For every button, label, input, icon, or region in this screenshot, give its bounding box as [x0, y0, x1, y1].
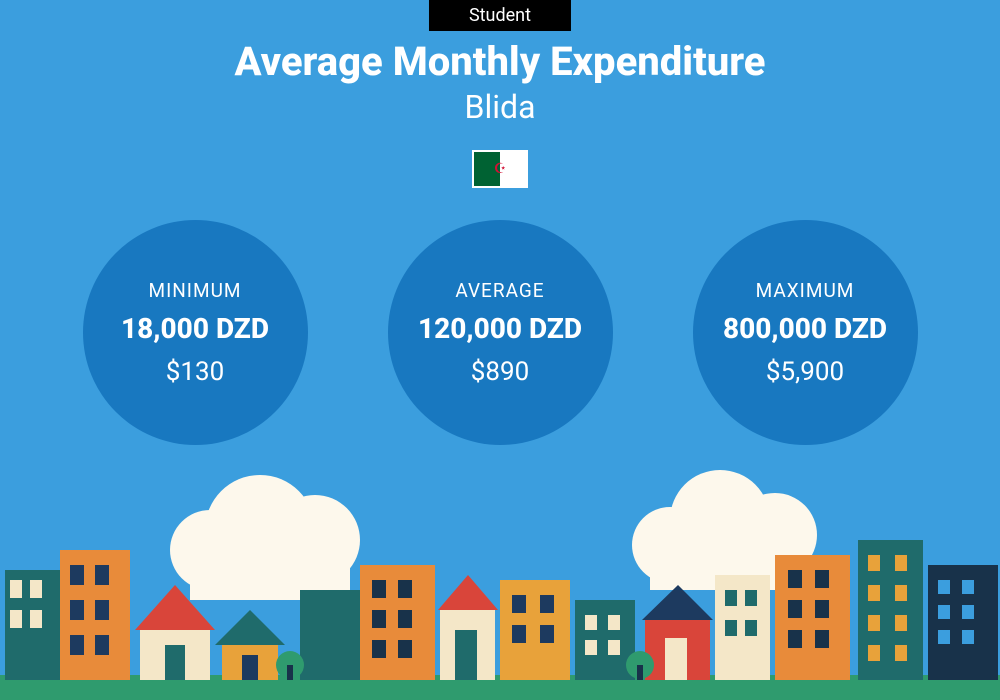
- city-name: Blida: [0, 88, 1000, 126]
- stat-maximum: MAXIMUM 800,000 DZD $5,900: [693, 220, 918, 445]
- stat-label: MAXIMUM: [756, 279, 855, 302]
- stat-amount: 800,000 DZD: [723, 312, 887, 345]
- flag-emblem: ☪: [494, 162, 507, 176]
- stat-usd: $5,900: [766, 357, 844, 387]
- page-title: Average Monthly Expenditure: [0, 38, 1000, 85]
- stats-row: MINIMUM 18,000 DZD $130 AVERAGE 120,000 …: [0, 220, 1000, 445]
- stat-label: AVERAGE: [455, 279, 544, 302]
- cityscape-illustration: [0, 470, 1000, 700]
- stat-usd: $890: [471, 357, 529, 387]
- cloud: [170, 475, 360, 600]
- stat-amount: 120,000 DZD: [418, 312, 582, 345]
- stat-label: MINIMUM: [149, 279, 242, 302]
- stat-average: AVERAGE 120,000 DZD $890: [388, 220, 613, 445]
- country-flag: ☪: [472, 150, 528, 188]
- category-badge: Student: [429, 0, 571, 31]
- stat-amount: 18,000 DZD: [121, 312, 269, 345]
- stat-minimum: MINIMUM 18,000 DZD $130: [83, 220, 308, 445]
- stat-usd: $130: [166, 357, 224, 387]
